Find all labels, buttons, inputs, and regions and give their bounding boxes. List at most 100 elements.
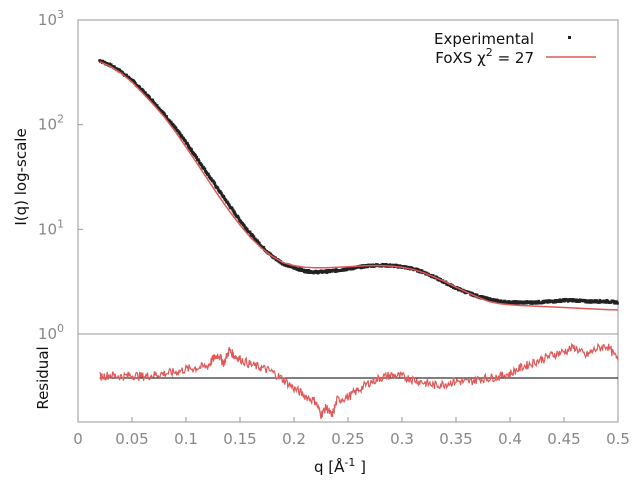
experimental-point (604, 299, 607, 303)
experimental-point (305, 269, 308, 273)
experimental-point (515, 302, 518, 305)
x-tick-label: 0.15 (223, 430, 256, 448)
experimental-point (110, 63, 113, 67)
experimental-point (134, 82, 137, 86)
experimental-point (609, 300, 613, 304)
experimental-point (138, 85, 141, 89)
x-tick-label: 0.5 (606, 430, 630, 448)
experimental-point (470, 291, 473, 295)
experimental-point (243, 224, 246, 228)
x-tick-label: 0 (73, 430, 83, 448)
x-tick-label: 0.45 (547, 430, 580, 448)
experimental-point (258, 241, 261, 245)
experimental-series (98, 59, 619, 305)
x-axis-label-text: q [Å (314, 457, 345, 476)
legend: Experimental FoXS χ2 = 27 (434, 30, 596, 67)
experimental-point (190, 147, 193, 151)
y-tick-label: 102 (38, 113, 64, 134)
legend-foxs-suffix: = 27 (493, 49, 534, 67)
experimental-point (553, 299, 557, 302)
x-tick-label: 0.05 (115, 430, 148, 448)
experimental-point (177, 130, 181, 134)
experimental-point (489, 297, 492, 301)
experimental-point (197, 158, 200, 162)
experimental-point (148, 95, 151, 99)
experimental-point (180, 133, 183, 137)
experimental-point (487, 297, 490, 300)
x-tick-label: 0.25 (331, 430, 364, 448)
legend-foxs-text: FoXS χ (435, 49, 486, 67)
experimental-point (360, 266, 363, 270)
experimental-point (416, 268, 420, 271)
foxs-fit-line (99, 61, 619, 311)
legend-label-experimental: Experimental (434, 30, 534, 48)
experimental-point (334, 270, 337, 273)
experimental-point (151, 98, 154, 102)
experimental-point (228, 204, 231, 208)
experimental-point (574, 300, 578, 303)
experimental-point (203, 167, 207, 171)
y-axis-label: I(q) log-scale (12, 128, 30, 225)
experimental-point (233, 210, 236, 214)
legend-point-experimental (568, 36, 571, 39)
y-tick-base: 10 (38, 116, 57, 134)
experimental-point (153, 102, 157, 105)
experimental-point (616, 302, 619, 305)
experimental-point (184, 139, 187, 143)
experimental-point (195, 155, 199, 159)
experimental-point (129, 77, 133, 81)
x-tick-label: 0.35 (439, 430, 472, 448)
experimental-point (431, 274, 435, 277)
experimental-point (144, 91, 147, 95)
experimental-point (205, 171, 208, 174)
experimental-point (614, 300, 617, 303)
x-tick-label: 0.4 (498, 430, 522, 448)
experimental-point (222, 195, 226, 198)
experimental-point (457, 288, 460, 292)
experimental-point (585, 300, 589, 304)
experimental-point (186, 141, 189, 145)
experimental-point (125, 73, 128, 77)
y-tick-exponent: 3 (57, 8, 64, 21)
x-tick-labels: 0 0.05 0.1 0.15 0.2 0.25 0.3 0.35 0.4 0.45 0.5 (73, 417, 630, 448)
y-tick-exponent: 2 (57, 113, 64, 126)
y-tick-exponent: 0 (57, 322, 64, 335)
experimental-point (187, 144, 190, 148)
experimental-point (388, 263, 392, 266)
experimental-point (231, 207, 234, 210)
experimental-point (353, 267, 356, 270)
residual-line (99, 342, 619, 420)
y-tick-label: 100 (38, 322, 64, 343)
experimental-point (471, 292, 475, 296)
experimental-point (237, 217, 241, 221)
experimental-point (190, 149, 194, 153)
experimental-point (155, 104, 159, 107)
experimental-point (108, 62, 112, 66)
y-tick-base: 10 (38, 11, 57, 29)
experimental-point (537, 299, 541, 303)
x-tick-label: 0.3 (390, 430, 414, 448)
experimental-point (366, 265, 370, 269)
experimental-point (307, 268, 311, 272)
main-plot-frame (77, 19, 619, 335)
x-tick-label: 0.1 (174, 430, 198, 448)
experimental-point (320, 269, 323, 273)
experimental-point (325, 269, 328, 272)
experimental-point (249, 231, 252, 235)
experimental-point (224, 199, 228, 202)
experimental-point (152, 100, 155, 104)
y-tick-label: 103 (38, 8, 64, 29)
experimental-point (178, 132, 182, 136)
experimental-point (218, 189, 222, 193)
experimental-point (593, 299, 597, 302)
experimental-point (262, 246, 266, 249)
experimental-point (121, 71, 124, 74)
experimental-point (200, 164, 204, 168)
experimental-point (231, 208, 235, 212)
experimental-point (252, 235, 256, 239)
x-axis-label-sup: -1 (344, 456, 355, 469)
experimental-point (207, 172, 210, 176)
residual-axis-label: Residual (34, 346, 52, 409)
experimental-point (521, 302, 525, 305)
